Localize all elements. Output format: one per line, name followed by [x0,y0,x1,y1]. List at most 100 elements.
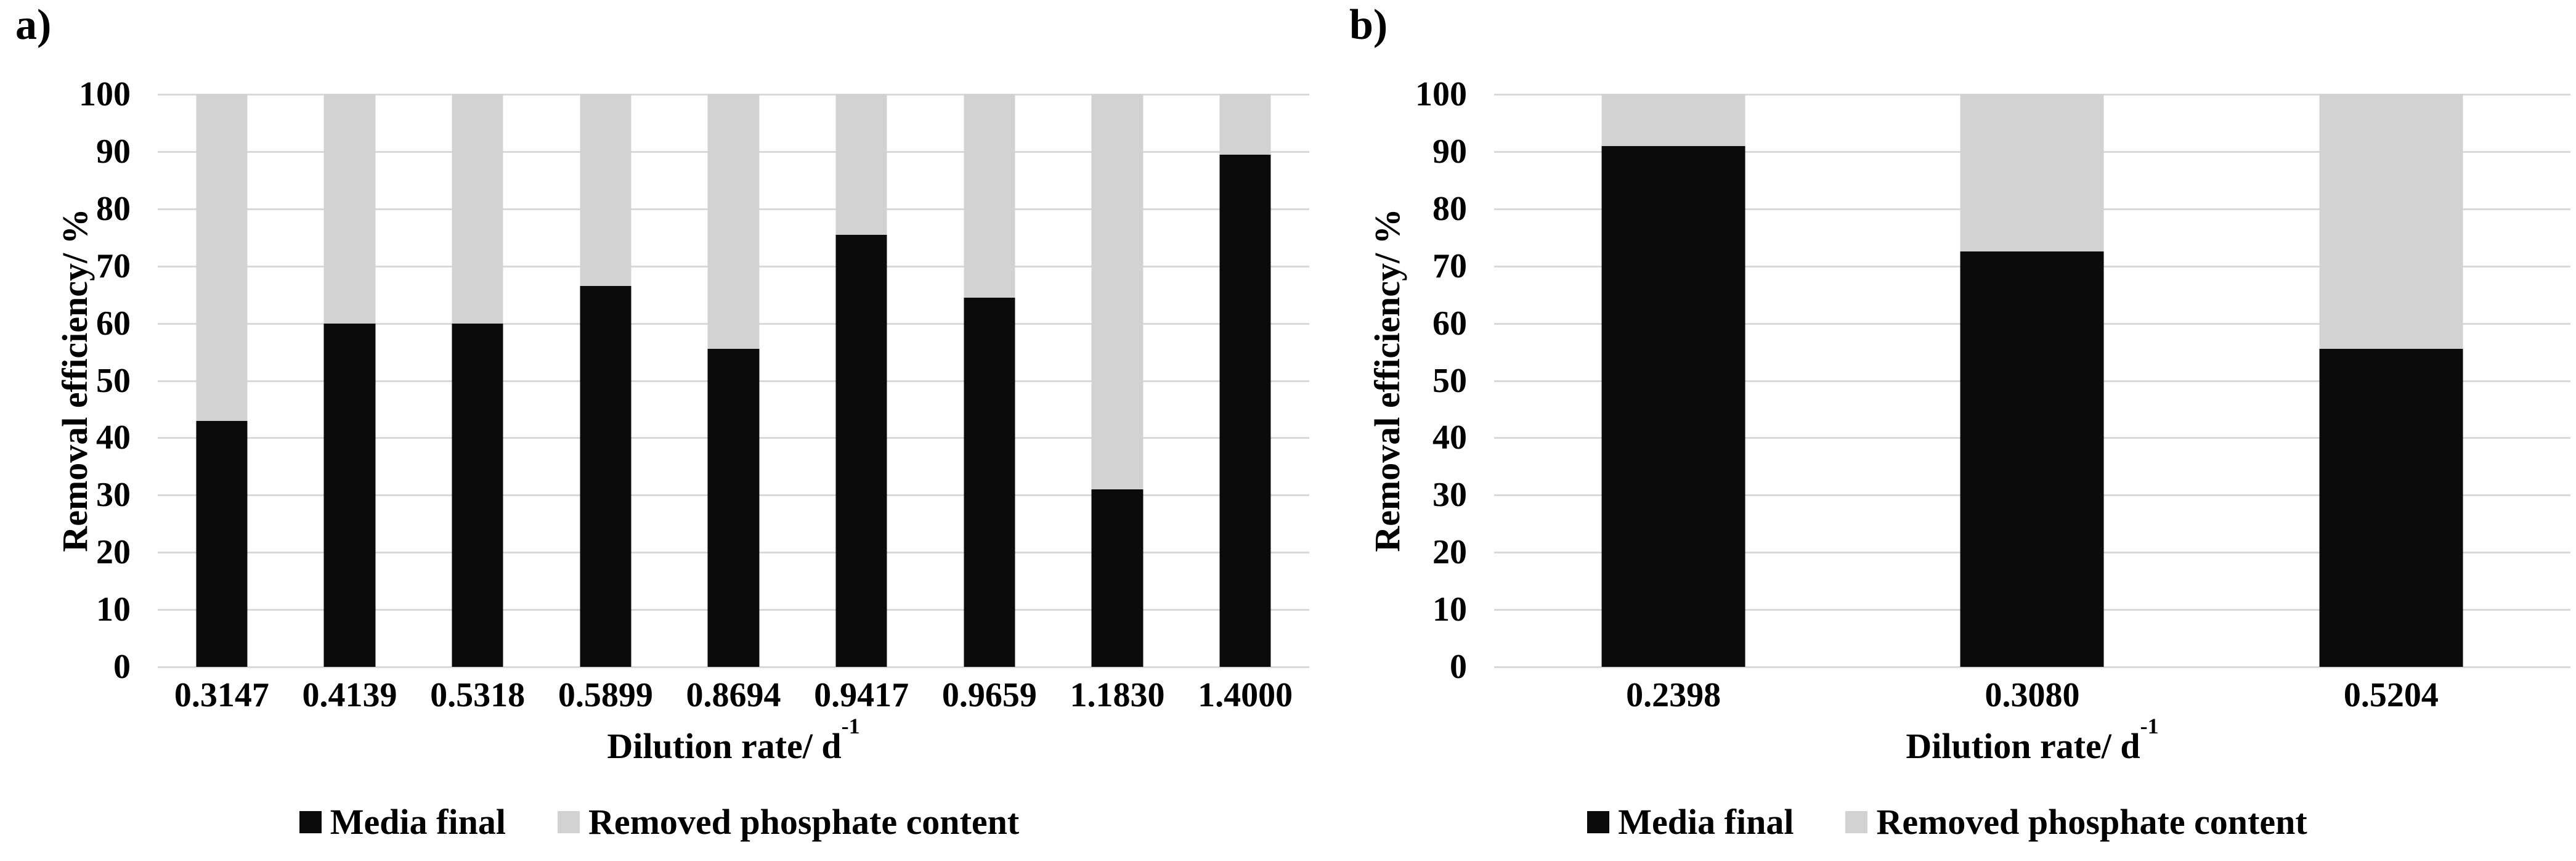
x-axis-tick-label: 0.5318 [430,676,526,714]
bar-segment-media-final [1960,251,2104,667]
y-axis-tick-label: 100 [79,75,131,113]
x-axis-tick-label: 0.2398 [1626,676,1721,714]
y-axis-tick-label: 50 [96,361,131,400]
y-axis-tick-label: 20 [1432,533,1467,572]
removed-phosphate-swatch-icon [557,811,580,833]
y-axis-tick-label: 70 [96,247,131,285]
y-axis-tick-label: 0 [1450,648,1467,686]
x-axis-tick-label: 0.3147 [174,676,269,714]
y-axis-tick-label: 0 [113,648,131,686]
stacked-bar [580,94,632,667]
bar-slot [158,94,286,667]
bar-slot [670,94,798,667]
x-axis-tick-label: 0.5899 [558,676,653,714]
panel-a-label: a) [15,1,52,49]
stacked-bar [1091,94,1144,667]
bar-segment-removed-phosphate [1960,94,2104,252]
bar-segment-media-final [707,349,760,667]
bar-segment-media-final [964,297,1015,667]
bar-slot [1181,94,1309,667]
y-axis-tick-label: 70 [1432,247,1467,285]
x-axis-title: Dilution rate/ d-1 [1494,715,2570,766]
bar-slot [2212,94,2570,667]
y-axis-tick-label: 50 [1432,361,1467,400]
bar-segment-media-final [1219,154,1271,667]
panel-a: a) Removal efficiency/ % 100 90 80 70 60 50 40… [15,1,1309,842]
y-axis-tick-label: 20 [96,533,131,572]
legend-label-removed-phosphate: Removed phosphate content [1876,802,2307,842]
y-axis-tick-label: 30 [96,476,131,515]
y-axis-tick-labels: 100 90 80 70 60 50 40 30 20 10 0 [1318,77,1467,684]
stacked-bar [964,94,1015,667]
bar-segment-media-final [580,286,632,667]
panel-b-label: b) [1349,1,1388,49]
gridline [1494,666,2570,668]
bar-segment-media-final [323,323,376,667]
bar-slot [413,94,542,667]
bar-segment-removed-phosphate [452,94,503,324]
x-axis-title-text: Dilution rate/ d [607,726,842,766]
stacked-bar [1601,94,1745,667]
x-axis-tick-label: 0.9417 [814,676,909,714]
y-axis-tick-label: 40 [1432,418,1467,457]
bar-segment-media-final [835,234,887,667]
bar-segment-removed-phosphate [707,94,760,349]
stacked-bar [2319,94,2463,667]
bar-slot [925,94,1054,667]
bar-segment-removed-phosphate [964,94,1015,298]
x-axis-tick-label: 0.8694 [686,676,781,714]
y-axis-tick-label: 80 [1432,189,1467,228]
bar-segment-removed-phosphate [1601,94,1745,146]
legend-item-media-final: Media final [1587,804,1794,840]
legend-item-removed-phosphate: Removed phosphate content [557,802,1020,842]
legend-item-removed-phosphate: Removed phosphate content [1845,804,2307,840]
x-axis-title-superscript: -1 [841,713,860,738]
bar-segment-media-final [2319,349,2463,667]
bar-segment-removed-phosphate [835,94,887,235]
stacked-bar [1219,94,1271,667]
removed-phosphate-swatch-icon [1845,811,1868,833]
x-axis-title-text: Dilution rate/ d [1906,726,2140,766]
stacked-bar [835,94,887,667]
x-axis-tick-labels: 0.2398 0.3080 0.5204 [1494,678,2570,715]
bar-segment-removed-phosphate [580,94,632,287]
stacked-bar [1960,94,2104,667]
x-axis-tick-label: 0.4139 [302,676,397,714]
media-final-swatch-icon [1587,811,1610,833]
stacked-bar [452,94,503,667]
legend-label-media-final: Media final [1618,802,1794,842]
y-axis-tick-label: 60 [1432,304,1467,343]
plot-area [158,94,1309,668]
y-axis-tick-label: 10 [96,590,131,629]
bar-slot [542,94,670,667]
bar-segment-media-final [196,420,248,667]
stacked-bar [196,94,248,667]
bar-segment-media-final [1601,145,1745,667]
x-axis-tick-label: 0.9659 [941,676,1037,714]
x-axis-tick-label: 1.4000 [1198,676,1293,714]
y-axis-tick-label: 30 [1432,476,1467,515]
bar-segment-removed-phosphate [196,94,248,421]
y-axis-tick-label: 100 [1415,75,1467,113]
plot-area [1494,94,2570,668]
y-axis-tick-label: 90 [96,132,131,171]
bar-slot [797,94,925,667]
bar-segment-media-final [1091,489,1144,667]
gridline [158,666,1309,668]
y-axis-tick-label: 10 [1432,590,1467,629]
y-axis-tick-label: 90 [1432,132,1467,171]
bar-segment-removed-phosphate [2319,94,2463,349]
stacked-bar [323,94,376,667]
legend-label-media-final: Media final [330,802,506,842]
x-axis-tick-label: 1.1830 [1070,676,1165,714]
media-final-swatch-icon [299,811,322,833]
bar-slot [1494,94,1853,667]
bar-segment-removed-phosphate [1091,94,1144,489]
bar-segment-removed-phosphate [323,94,376,324]
y-axis-tick-label: 80 [96,189,131,228]
y-axis-tick-label: 40 [96,418,131,457]
legend-label-removed-phosphate: Removed phosphate content [588,802,1020,842]
stacked-bar [707,94,760,667]
bar-slot [286,94,414,667]
